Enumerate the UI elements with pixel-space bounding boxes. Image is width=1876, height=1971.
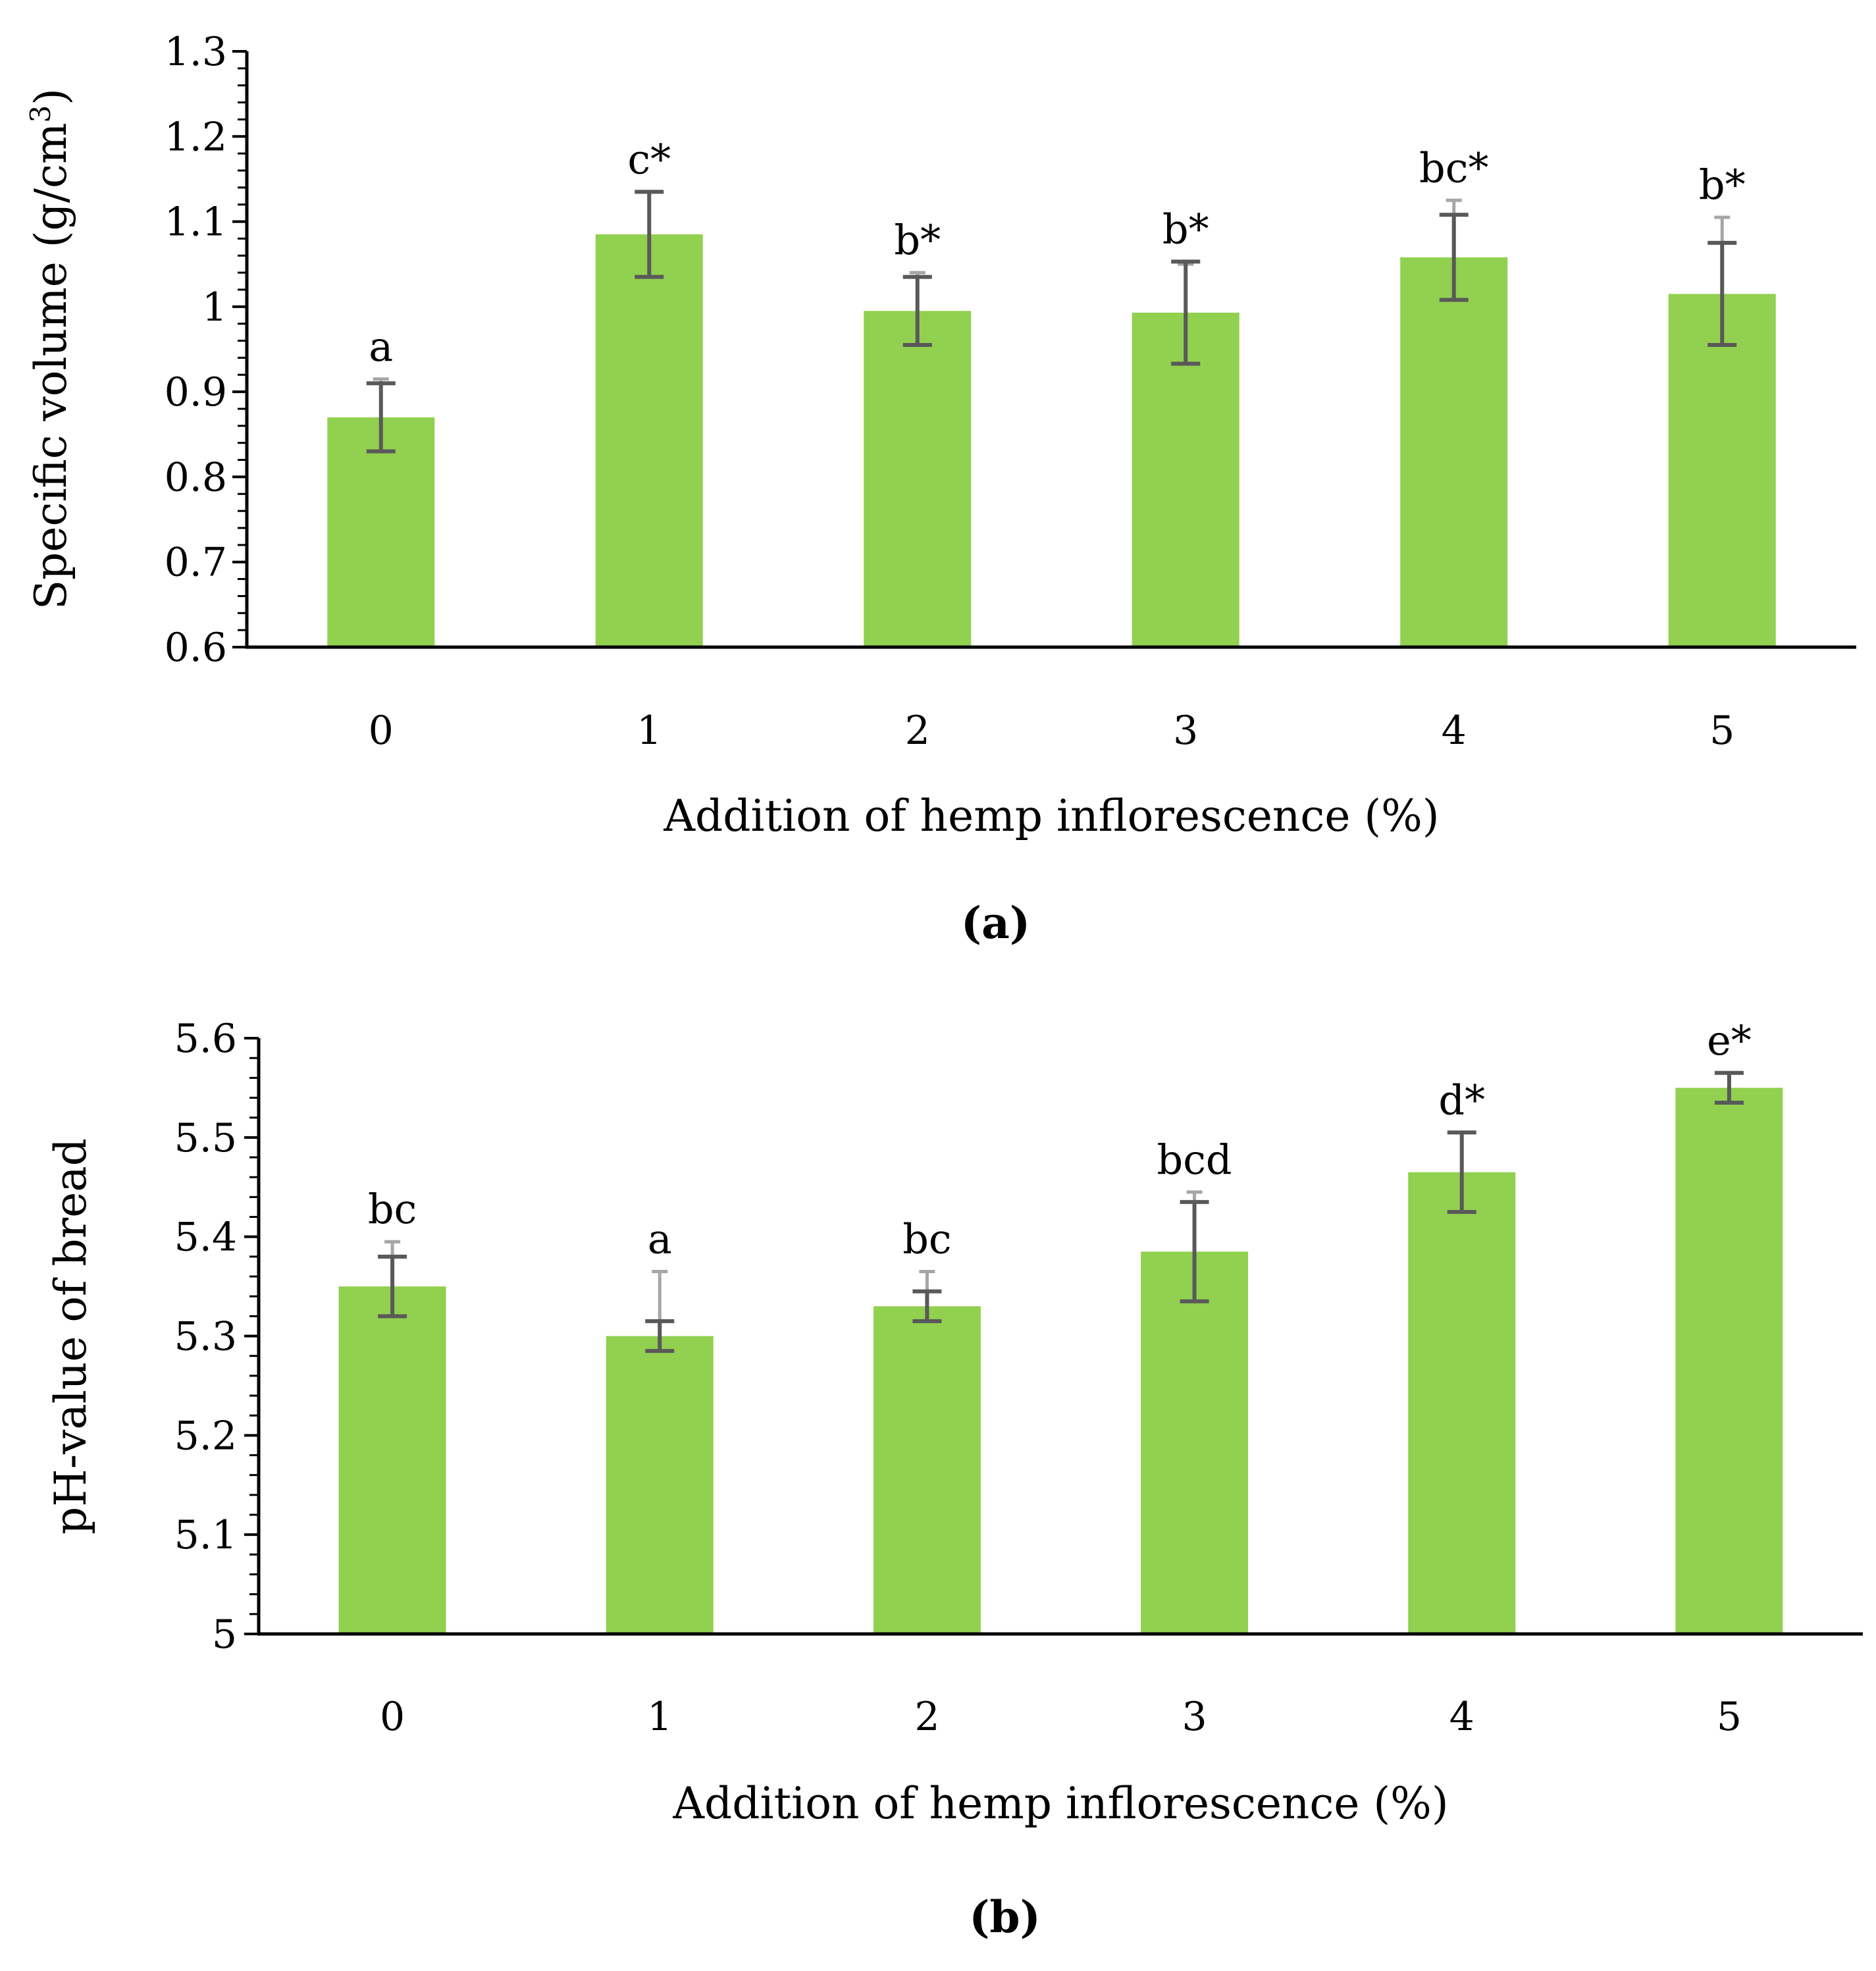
x-tick-label-a-0: 0 xyxy=(369,708,394,754)
chart-a-specific-volume: a c* b* b* bc* b* 0.6 0.7 0.8 0.9 1 1.1 1.2 1.3 0 1 2 3 4 5… xyxy=(24,29,1856,949)
significance-label-a-3: b* xyxy=(1162,205,1209,253)
bar-b-2 xyxy=(873,1306,981,1634)
significance-label-b-4: d* xyxy=(1438,1076,1485,1124)
bar-a-5 xyxy=(1668,294,1776,647)
bar-b-3 xyxy=(1141,1251,1249,1634)
bar-b-1 xyxy=(606,1336,714,1634)
y-tick-label-a-6: 1.2 xyxy=(165,114,227,160)
y-tick-label-b-6: 5.6 xyxy=(174,1016,237,1062)
x-tick-label-b-2: 2 xyxy=(914,1694,939,1740)
y-tick-label-a-1: 0.7 xyxy=(165,540,227,586)
y-axis-title-superscript-a: 3 xyxy=(24,105,57,123)
x-axis-title-b: Addition of hemp inflorescence (%) xyxy=(672,1778,1448,1829)
bar-a-3 xyxy=(1132,312,1239,647)
bar-b-0 xyxy=(338,1286,446,1634)
x-tick-label-a-4: 4 xyxy=(1442,708,1467,754)
x-tick-label-b-1: 1 xyxy=(647,1694,672,1740)
y-tick-label-a-3: 0.9 xyxy=(165,369,227,415)
x-tick-label-b-4: 4 xyxy=(1449,1694,1474,1740)
x-tick-label-b-5: 5 xyxy=(1717,1694,1742,1740)
x-axis-title-a: Addition of hemp inflorescence (%) xyxy=(663,791,1439,841)
significance-label-a-5: b* xyxy=(1699,161,1746,209)
y-tick-label-b-0: 5 xyxy=(212,1612,237,1658)
panel-label-b: (b) xyxy=(969,1891,1041,1943)
bar-b-5 xyxy=(1675,1088,1783,1634)
y-axis-title-b: pH-value of bread xyxy=(45,1138,96,1535)
bar-a-4 xyxy=(1400,257,1508,647)
x-tick-label-a-5: 5 xyxy=(1709,708,1734,754)
panel-label-a: (a) xyxy=(961,897,1030,949)
significance-label-b-2: bc xyxy=(902,1215,951,1263)
bar-a-2 xyxy=(864,311,972,647)
y-tick-label-a-7: 1.3 xyxy=(165,29,227,75)
significance-label-a-4: bc* xyxy=(1419,144,1488,192)
significance-label-a-1: c* xyxy=(627,135,671,183)
y-axis-title-suffix-a: ) xyxy=(26,88,76,105)
y-tick-label-a-2: 0.8 xyxy=(165,454,227,500)
significance-label-b-5: e* xyxy=(1707,1016,1752,1064)
y-tick-label-a-0: 0.6 xyxy=(165,625,227,671)
significance-label-b-1: a xyxy=(648,1215,672,1263)
significance-label-a-0: a xyxy=(369,323,393,371)
bar-b-4 xyxy=(1408,1172,1516,1634)
chart-b-ph-value: bc a bc bcd d* e* 5 5.1 5.2 5.3 5.4 5.5 5.6 0 1 2 3 4 5 Add… xyxy=(45,1016,1863,1943)
y-tick-label-b-3: 5.3 xyxy=(174,1314,237,1360)
y-axis-title-main-a: Specific volume (g/cm xyxy=(26,122,76,610)
y-tick-label-a-4: 1 xyxy=(202,284,227,330)
significance-label-b-0: bc xyxy=(368,1185,417,1233)
x-tick-label-b-3: 3 xyxy=(1182,1694,1207,1740)
y-tick-label-b-4: 5.4 xyxy=(174,1215,237,1261)
y-tick-label-b-1: 5.1 xyxy=(174,1512,237,1558)
y-axis-title-a: Specific volume (g/cm3) xyxy=(24,88,77,610)
bar-a-0 xyxy=(327,417,435,647)
x-tick-label-b-0: 0 xyxy=(380,1694,405,1740)
significance-label-a-2: b* xyxy=(894,216,941,264)
x-tick-label-a-1: 1 xyxy=(637,708,662,754)
y-tick-label-a-5: 1.1 xyxy=(165,199,227,246)
bar-a-1 xyxy=(595,234,703,647)
y-tick-label-b-5: 5.5 xyxy=(174,1115,237,1161)
y-tick-label-b-2: 5.2 xyxy=(174,1413,237,1459)
x-tick-label-a-2: 2 xyxy=(905,708,930,754)
significance-label-b-3: bcd xyxy=(1157,1136,1232,1184)
x-tick-label-a-3: 3 xyxy=(1173,708,1198,754)
